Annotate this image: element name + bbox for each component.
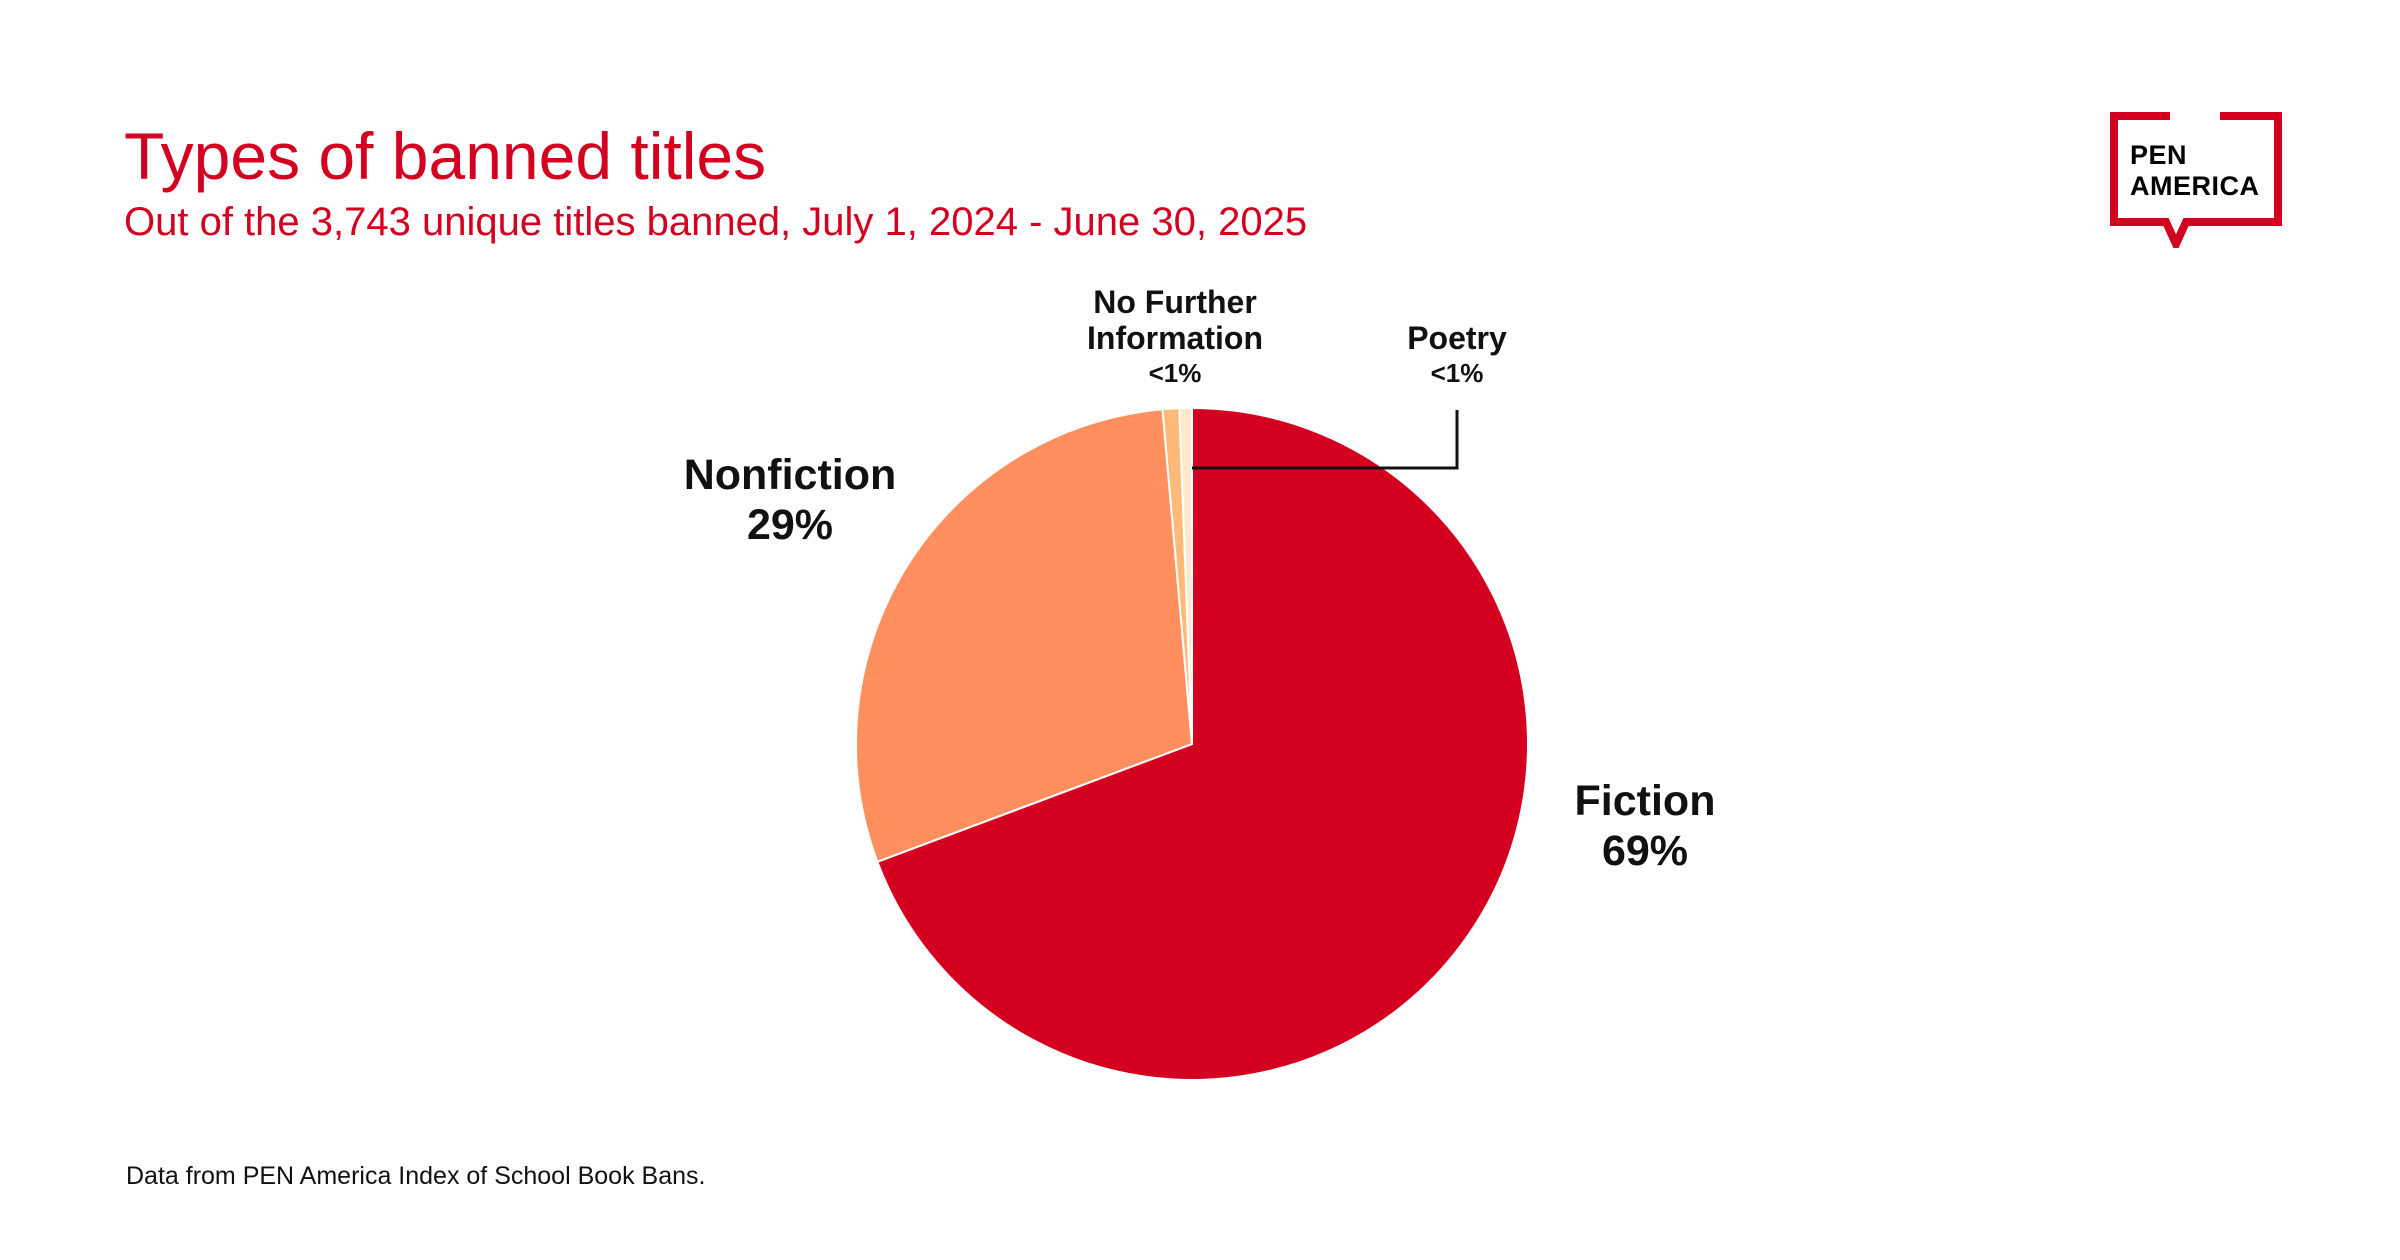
slice-label-fiction-value: 69% xyxy=(1601,827,1689,875)
logo-line-1: PEN xyxy=(2130,140,2188,170)
slice-label-no-further-info-value: <1% xyxy=(1148,358,1202,388)
pie-slice-fiction xyxy=(876,406,1529,1081)
slice-label-nonfiction: Nonfiction 29% xyxy=(640,450,940,550)
slice-label-nonfiction-name: Nonfiction xyxy=(683,451,897,499)
slice-label-poetry-value: <1% xyxy=(1430,358,1484,388)
pie-slice-nonfiction xyxy=(854,408,1194,864)
chart-title: Types of banned titles xyxy=(124,119,767,193)
source-note: Data from PEN America Index of School Bo… xyxy=(126,1162,706,1190)
logo-line-2: AMERICA xyxy=(2130,171,2260,201)
slice-label-no-further-info: No Further Information <1% xyxy=(1060,284,1290,390)
pie-slice-poetry xyxy=(1178,406,1193,745)
slice-label-no-further-info-name: No Further Information xyxy=(1087,284,1263,356)
slice-label-poetry: Poetry <1% xyxy=(1382,320,1532,390)
pen-america-logo: PEN AMERICA xyxy=(2110,112,2282,248)
slice-label-fiction-name: Fiction xyxy=(1574,777,1716,825)
logo-frame-icon xyxy=(2110,112,2282,248)
slice-label-nonfiction-value: 29% xyxy=(746,501,834,549)
slice-label-fiction: Fiction 69% xyxy=(1545,776,1745,876)
chart-subtitle: Out of the 3,743 unique titles banned, J… xyxy=(124,200,1308,244)
pie-slices xyxy=(854,406,1529,1081)
slice-label-poetry-name: Poetry xyxy=(1407,320,1507,356)
poetry-leader-line xyxy=(1192,410,1459,470)
